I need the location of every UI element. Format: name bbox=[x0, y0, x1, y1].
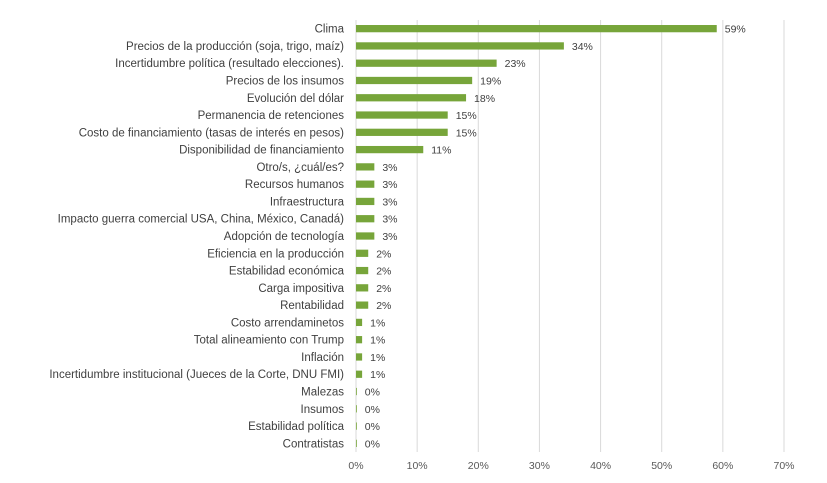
category-label: Malezas bbox=[301, 387, 344, 399]
category-label: Adopción de tecnología bbox=[224, 231, 345, 243]
bar bbox=[356, 94, 467, 102]
category-label: Disponibilidad de financiamiento bbox=[179, 145, 344, 157]
bar bbox=[356, 439, 357, 447]
category-label: Total alineamiento con Trump bbox=[194, 335, 344, 347]
value-label: 2% bbox=[376, 266, 391, 278]
category-label: Estabilidad económica bbox=[229, 266, 345, 278]
category-label: Costo de financiamiento (tasas de interé… bbox=[79, 127, 344, 139]
value-label: 3% bbox=[382, 196, 397, 208]
category-label: Impacto guerra comercial USA, China, Méx… bbox=[58, 214, 345, 226]
value-label: 18% bbox=[474, 93, 495, 105]
value-label: 59% bbox=[725, 24, 746, 36]
category-label: Estabilidad política bbox=[248, 421, 344, 433]
value-label: 15% bbox=[456, 127, 477, 139]
value-label: 3% bbox=[382, 162, 397, 174]
value-label: 0% bbox=[365, 438, 380, 450]
category-label: Recursos humanos bbox=[245, 179, 344, 191]
bar bbox=[356, 266, 369, 275]
bar bbox=[356, 42, 564, 50]
category-label: Costo arrendaminetos bbox=[231, 317, 344, 329]
value-labels: 59% 34% 23% 19% 18% 15% 15% 11% 3% 3% 3% 3% 3% 2% 2% 2%… bbox=[365, 24, 746, 451]
bar bbox=[356, 387, 357, 396]
x-tick-label: 50% bbox=[651, 460, 672, 472]
x-tick-label: 60% bbox=[712, 460, 733, 472]
value-label: 3% bbox=[382, 179, 397, 191]
value-label: 2% bbox=[376, 300, 391, 312]
bar bbox=[356, 353, 363, 361]
category-label: Otro/s, ¿cuál/es? bbox=[256, 162, 344, 174]
value-label: 0% bbox=[365, 421, 380, 433]
bar bbox=[356, 111, 448, 119]
category-label: Carga impositiva bbox=[258, 283, 344, 295]
category-label: Precios de la producción (soja, trigo, m… bbox=[126, 41, 344, 53]
value-label: 1% bbox=[370, 369, 385, 381]
bar bbox=[356, 180, 375, 188]
bar bbox=[356, 76, 473, 85]
category-label: Precios de los insumos bbox=[226, 75, 344, 87]
value-label: 19% bbox=[480, 75, 501, 87]
category-label: Eficiencia en la producción bbox=[207, 248, 344, 260]
bar bbox=[356, 215, 375, 223]
category-label: Insumos bbox=[301, 404, 345, 416]
bar bbox=[356, 422, 357, 430]
bar bbox=[356, 25, 717, 33]
category-label: Permanencia de retenciones bbox=[198, 110, 345, 122]
value-label: 2% bbox=[376, 283, 391, 295]
category-label: Rentabilidad bbox=[280, 300, 344, 312]
bar bbox=[356, 370, 363, 378]
x-tick-label: 70% bbox=[773, 460, 794, 472]
category-label: Incertidumbre institucional (Jueces de l… bbox=[49, 369, 344, 381]
category-labels: Clima Precios de la producción (soja, tri… bbox=[49, 24, 344, 451]
x-tick-label: 40% bbox=[590, 460, 611, 472]
value-label: 0% bbox=[365, 404, 380, 416]
bars bbox=[356, 25, 717, 447]
bar bbox=[356, 301, 369, 309]
value-label: 1% bbox=[370, 335, 385, 347]
bar bbox=[356, 318, 363, 327]
bar bbox=[356, 197, 375, 206]
bar bbox=[356, 59, 497, 67]
value-label: 3% bbox=[382, 231, 397, 243]
x-axis-ticks: 0% 10% 20% 30% 40% 50% 60% 70% bbox=[348, 460, 794, 472]
value-label: 3% bbox=[382, 214, 397, 226]
bar bbox=[356, 128, 448, 136]
value-label: 34% bbox=[572, 41, 593, 53]
bar bbox=[356, 232, 375, 240]
bar bbox=[356, 163, 375, 171]
gridlines bbox=[355, 20, 785, 452]
category-label: Infraestructura bbox=[270, 196, 345, 208]
category-label: Contratistas bbox=[283, 438, 345, 450]
bar bbox=[356, 249, 369, 257]
value-label: 0% bbox=[365, 387, 380, 399]
x-tick-label: 30% bbox=[529, 460, 550, 472]
bar bbox=[356, 284, 369, 292]
category-label: Inflación bbox=[301, 352, 344, 364]
x-tick-label: 0% bbox=[348, 460, 363, 472]
bar bbox=[356, 405, 357, 413]
category-label: Clima bbox=[315, 24, 345, 36]
x-tick-label: 20% bbox=[468, 460, 489, 472]
value-label: 1% bbox=[370, 317, 385, 329]
category-label: Incertidumbre política (resultado elecci… bbox=[115, 58, 344, 70]
bar bbox=[356, 336, 363, 344]
category-label: Evolución del dólar bbox=[247, 93, 344, 105]
x-tick-label: 10% bbox=[407, 460, 428, 472]
value-label: 11% bbox=[431, 145, 451, 157]
value-label: 1% bbox=[370, 352, 385, 364]
value-label: 23% bbox=[505, 58, 526, 70]
bar bbox=[356, 145, 424, 154]
value-label: 15% bbox=[456, 110, 477, 122]
value-label: 2% bbox=[376, 248, 391, 260]
